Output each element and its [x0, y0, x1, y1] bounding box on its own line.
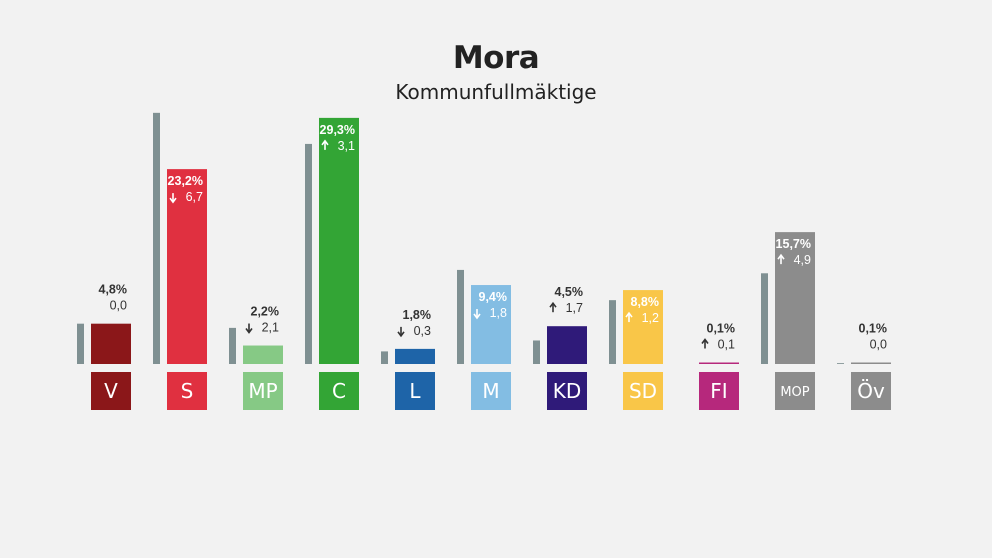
previous-bar-ov [837, 363, 844, 364]
category-label-c: C [332, 379, 346, 403]
category-label-mop: MOP [780, 385, 809, 400]
value-label-s: 23,2% [168, 174, 203, 188]
previous-bar-kd [533, 340, 540, 364]
bar-mp [243, 345, 283, 364]
category-label-fi: FI [710, 379, 727, 403]
value-label-fi: 0,1% [707, 322, 736, 336]
category-box-m [471, 372, 511, 410]
bar-mop [775, 232, 815, 364]
change-label-s: 6,7 [186, 190, 203, 204]
value-label-sd: 8,8% [631, 295, 660, 309]
category-box-fi [699, 372, 739, 410]
category-label-s: S [181, 379, 194, 403]
value-label-mp: 2,2% [251, 305, 280, 319]
bar-fi [699, 362, 739, 364]
bar-v [91, 323, 131, 364]
category-box-mp [243, 372, 283, 410]
category-box-l [395, 372, 435, 410]
bar-l [395, 348, 435, 364]
arrow-up-icon [321, 139, 329, 150]
category-label-mp: MP [248, 379, 277, 403]
category-box-sd [623, 372, 663, 410]
category-box-ov [851, 372, 891, 410]
category-label-v: V [104, 379, 118, 403]
category-label-sd: SD [629, 379, 657, 403]
bar-sd [623, 290, 663, 364]
bar-m [471, 285, 511, 364]
value-label-mop: 15,7% [776, 237, 811, 251]
category-label-kd: KD [553, 379, 582, 403]
category-label-m: M [482, 379, 499, 403]
value-label-kd: 4,5% [555, 285, 584, 299]
value-label-l: 1,8% [403, 308, 432, 322]
change-label-l: 0,3 [414, 324, 431, 338]
arrow-up-icon [625, 311, 633, 323]
chart-subtitle: Kommunfullmäktige [395, 80, 597, 104]
category-box-v [91, 372, 131, 410]
previous-bar-v [77, 323, 84, 364]
chart-title: Mora [452, 40, 540, 76]
previous-bar-l [381, 351, 388, 364]
category-box-s [167, 372, 207, 410]
change-label-sd: 1,2 [642, 311, 659, 325]
arrow-down-icon [473, 309, 481, 320]
previous-bar-sd [609, 300, 616, 364]
arrow-up-icon [549, 301, 557, 313]
change-label-kd: 1,7 [566, 301, 583, 315]
value-label-ov: 0,1% [859, 322, 888, 336]
bar-ov [851, 362, 891, 364]
value-label-m: 9,4% [479, 290, 508, 304]
bar-c [319, 117, 359, 364]
category-label-ov: Öv [857, 379, 885, 403]
category-box-mop [775, 372, 815, 410]
previous-bar-mop [761, 273, 768, 364]
change-label-mp: 2,1 [262, 321, 279, 335]
bar-kd [547, 326, 587, 364]
arrow-up-icon [701, 338, 709, 349]
change-label-fi: 0,1 [718, 338, 735, 352]
value-label-c: 29,3% [320, 123, 355, 137]
change-label-v: 0,0 [110, 299, 127, 313]
change-label-m: 1,8 [490, 306, 507, 320]
arrow-down-icon [169, 193, 177, 204]
category-box-kd [547, 372, 587, 410]
previous-bar-mp [229, 327, 236, 364]
category-label-l: L [409, 379, 421, 403]
change-label-ov: 0,0 [870, 338, 887, 352]
arrow-down-icon [397, 326, 405, 338]
arrow-up-icon [777, 253, 785, 265]
previous-bar-s [153, 112, 160, 364]
change-label-mop: 4,9 [794, 253, 811, 267]
category-box-c [319, 372, 359, 410]
arrow-down-icon [245, 323, 253, 334]
previous-bar-m [457, 269, 464, 364]
change-label-c: 3,1 [338, 139, 355, 153]
value-label-v: 4,8% [99, 283, 128, 297]
previous-bar-c [305, 143, 312, 364]
